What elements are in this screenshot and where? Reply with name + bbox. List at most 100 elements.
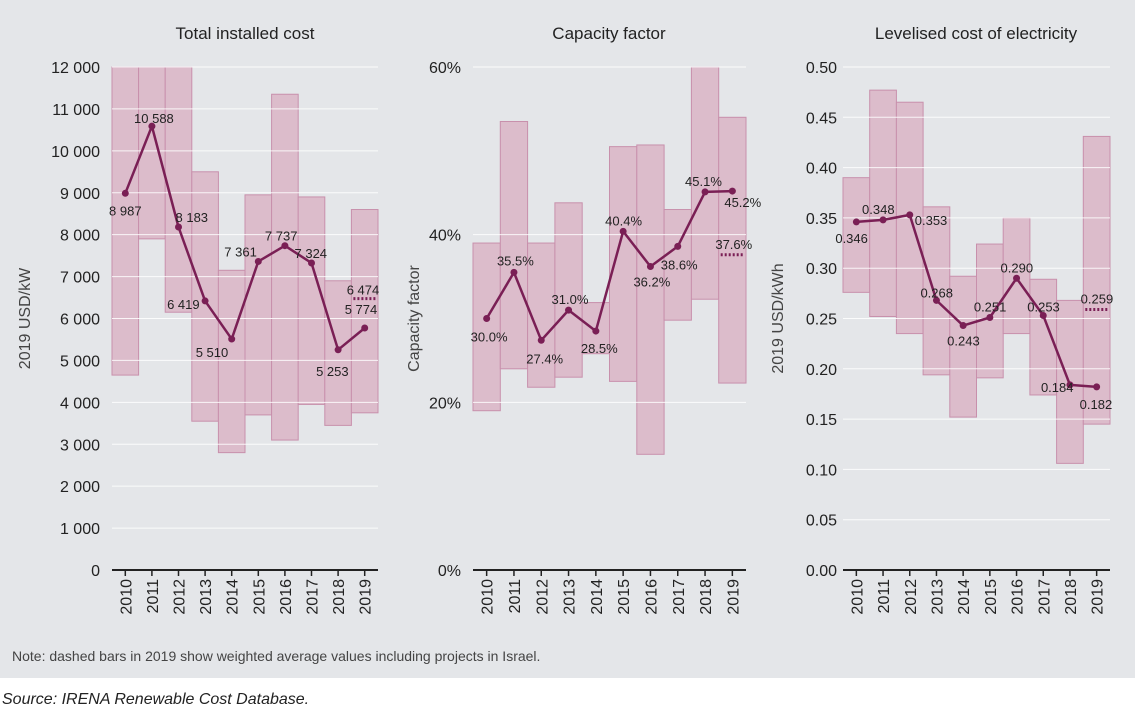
data-point [361, 324, 369, 332]
chart-3: Levelised cost of electricity 2019 USD/kW… [770, 24, 1113, 615]
y-axis-label: 2019 USD/kWh [770, 263, 787, 373]
data-label: 0.182 [1080, 397, 1113, 412]
y-tick-label: 3 000 [60, 437, 100, 454]
data-point [1066, 381, 1074, 389]
range-band [138, 66, 166, 240]
y-tick-label: 11 000 [52, 102, 100, 119]
data-label: 45.1% [685, 174, 722, 189]
y-tick-label: 12 000 [51, 60, 100, 77]
data-label: 5 774 [345, 302, 378, 317]
data-label: 0.346 [835, 231, 868, 246]
figure-note: Note: dashed bars in 2019 show weighted … [12, 648, 541, 664]
data-point [201, 297, 209, 305]
range-band [350, 209, 379, 414]
range-band [949, 275, 977, 418]
x-tick-label: 2011 [876, 579, 893, 614]
data-point [701, 188, 709, 196]
range-band [244, 194, 273, 416]
data-point [281, 242, 289, 250]
data-point [646, 263, 654, 271]
dashed-2019-label: 0.259 [1081, 291, 1114, 306]
x-tick-label: 2012 [534, 579, 551, 615]
data-point [1093, 383, 1101, 391]
x-tick-label: 2016 [1010, 579, 1027, 615]
data-label: 0.353 [915, 213, 948, 228]
data-label: 45.2% [724, 195, 761, 210]
y-tick-label: 0.30 [806, 261, 837, 278]
y-tick-label: 9 000 [60, 186, 100, 203]
range-band [869, 89, 897, 317]
data-point [1039, 311, 1047, 319]
series-line [485, 189, 733, 342]
y-tick-label: 0 [91, 563, 100, 580]
range-band [1082, 135, 1111, 425]
data-label: 0.184 [1041, 380, 1074, 395]
x-tick-label: 2013 [929, 579, 946, 615]
x-tick-label: 2019 [1090, 579, 1107, 615]
data-label: 31.0% [552, 292, 589, 307]
x-tick-label: 2012 [903, 579, 920, 615]
x-tick-label: 2013 [198, 579, 215, 615]
data-label: 7 737 [265, 229, 298, 244]
x-tick-label: 2018 [698, 579, 715, 615]
data-label: 8 987 [109, 203, 142, 218]
range-band [1056, 299, 1084, 464]
data-point [879, 216, 887, 224]
x-tick-label: 2010 [849, 579, 866, 615]
range-band [718, 116, 747, 384]
data-point [906, 211, 914, 219]
data-label: 0.251 [974, 299, 1007, 314]
data-point [959, 322, 967, 330]
x-tick-label: 2010 [480, 579, 497, 615]
x-tick-label: 2016 [643, 579, 660, 615]
y-tick-label: 8 000 [60, 228, 100, 245]
data-label: 0.348 [862, 202, 895, 217]
data-label: 7 324 [295, 246, 328, 261]
series-line [856, 213, 1097, 389]
data-point [175, 223, 182, 231]
range-band [217, 269, 246, 454]
data-point [510, 268, 518, 276]
data-point [483, 315, 491, 322]
x-tick-label: 2018 [1063, 579, 1080, 615]
x-tick-label: 2019 [725, 579, 742, 615]
data-label: 0.268 [920, 285, 953, 300]
figure-panel: Total installed cost 2019 USD/kW 0 1 000 2 0… [0, 0, 1135, 678]
range-band [499, 120, 529, 370]
data-label: 28.5% [581, 341, 618, 356]
charts-svg: Total installed cost 2019 USD/kW 0 1 000 2 0… [17, 24, 1113, 615]
y-tick-label: 40% [429, 228, 461, 245]
range-band [271, 93, 299, 441]
data-label: 5 253 [316, 364, 349, 379]
y-tick-label: 4 000 [60, 395, 100, 412]
data-point [932, 296, 940, 304]
range-band [111, 66, 140, 376]
chart-title: Capacity factor [552, 24, 666, 43]
y-tick-label: 0.50 [806, 60, 837, 77]
range-band [842, 177, 871, 293]
data-point [334, 346, 342, 354]
y-tick-label: 5 000 [60, 353, 100, 370]
data-point [986, 313, 994, 321]
x-tick-label: 2010 [118, 579, 135, 615]
dashed-2019-label: 37.6% [715, 237, 752, 252]
y-tick-label: 0% [438, 563, 461, 580]
data-point [121, 189, 129, 197]
y-tick-label: 0.35 [806, 211, 837, 228]
y-tick-label: 0.05 [806, 513, 837, 530]
y-tick-label: 10 000 [51, 144, 100, 161]
y-tick-label: 0.00 [806, 563, 837, 580]
y-axis-label: 2019 USD/kW [17, 267, 34, 369]
data-label: 38.6% [661, 257, 698, 272]
range-band [297, 196, 326, 405]
y-tick-label: 2 000 [60, 479, 100, 496]
data-label: 35.5% [497, 253, 534, 268]
range-band [922, 206, 951, 376]
data-point [674, 242, 682, 250]
data-point [228, 335, 236, 343]
y-axis-label: Capacity factor [406, 264, 423, 371]
x-tick-label: 2018 [331, 579, 348, 615]
x-tick-label: 2017 [305, 579, 322, 615]
y-tick-label: 7 000 [60, 270, 100, 287]
data-label: 10 588 [134, 111, 174, 126]
